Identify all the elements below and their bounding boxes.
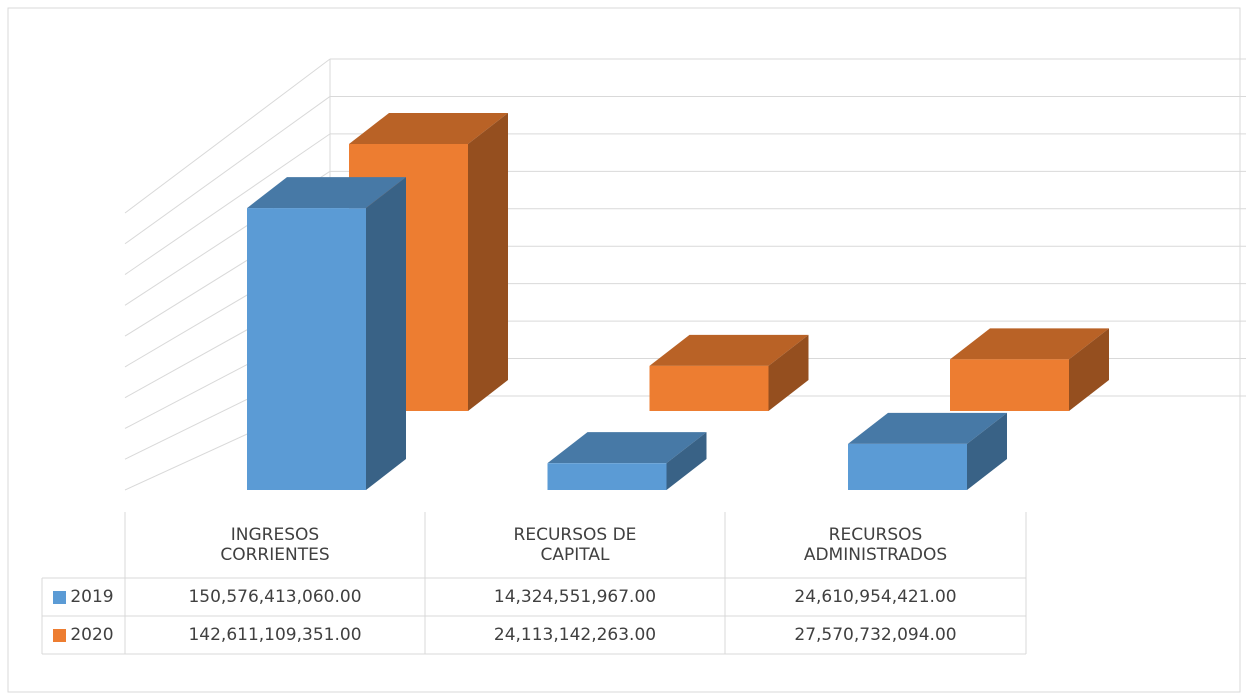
bar-front [247, 208, 366, 490]
value-label: 24,113,142,263.00 [493, 625, 657, 645]
bar [547, 432, 707, 490]
bar-front [547, 463, 667, 490]
side-grid-line [124, 58, 331, 214]
value-label: 150,576,413,060.00 [188, 587, 362, 607]
chart-border [7, 7, 1241, 693]
bar [649, 334, 809, 411]
value-label: 24,610,954,421.00 [794, 587, 957, 607]
bar-top [349, 113, 508, 145]
bar-front [649, 365, 769, 411]
bar-side [768, 334, 809, 411]
category-label: RECURSOS DE CAPITAL [513, 525, 637, 565]
bar-top [950, 328, 1109, 360]
bar-side [666, 432, 707, 490]
bar [950, 328, 1109, 411]
side-grid-line [124, 96, 331, 245]
bar-front [848, 443, 967, 490]
bar-side [366, 177, 406, 490]
bar [247, 177, 406, 490]
side-grid-line [124, 133, 331, 275]
legend-swatch [53, 590, 67, 604]
bar-side [468, 113, 508, 412]
value-label: 14,324,551,967.00 [493, 587, 657, 607]
bar-top [649, 334, 809, 366]
bar-side [1069, 328, 1109, 411]
bar-top [247, 177, 406, 209]
legend-label: 2020 [70, 625, 114, 645]
bar-side [967, 412, 1007, 490]
legend-swatch [53, 628, 67, 642]
bar [848, 412, 1007, 490]
legend-entry: 2020 [42, 616, 125, 654]
bar-top [547, 432, 707, 464]
category-label: INGRESOS CORRIENTES [220, 525, 330, 565]
bar-front [950, 359, 1069, 411]
category-label: RECURSOS ADMINISTRADOS [803, 525, 948, 565]
bar-top [848, 412, 1007, 444]
legend-label: 2019 [70, 587, 114, 607]
value-label: 142,611,109,351.00 [188, 625, 362, 645]
legend-entry: 2019 [42, 578, 125, 616]
value-label: 27,570,732,094.00 [794, 625, 957, 645]
